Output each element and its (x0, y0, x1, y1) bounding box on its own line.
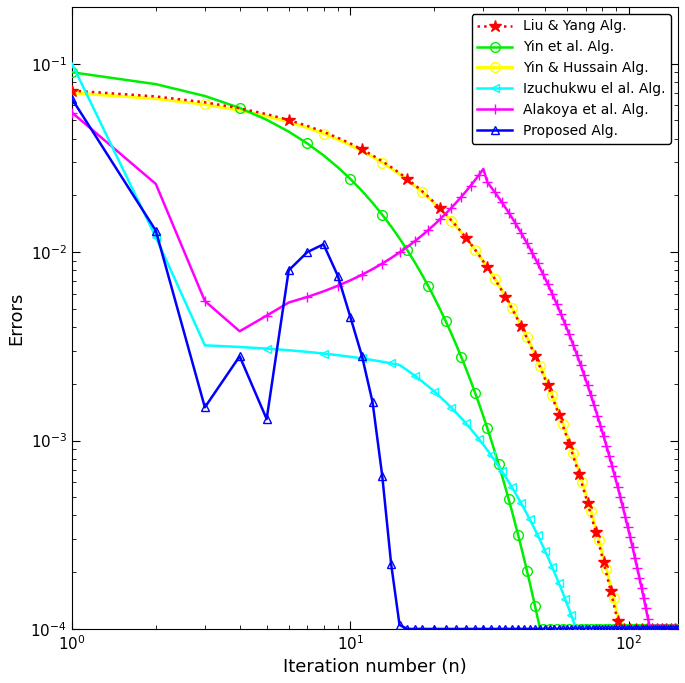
Line: Izuchukwu el al. Alg.: Izuchukwu el al. Alg. (68, 59, 682, 633)
Izuchukwu el al. Alg. (607, 625, 615, 633)
Yin & Hussain Alg. (617, 625, 625, 633)
Yin et al. Alg. (543, 625, 551, 633)
Izuchukwu el al. Alg. (674, 625, 682, 633)
Legend: Liu & Yang Alg., Yin et al. Alg., Yin & Hussain Alg., Izuchukwu el al. Alg., Ala: Liu & Yang Alg., Yin et al. Alg., Yin & … (472, 14, 671, 143)
Yin & Hussain Alg. (674, 625, 682, 633)
Yin et al. Alg. (674, 625, 682, 633)
Yin & Hussain Alg. (652, 625, 660, 633)
Izuchukwu el al. Alg. (541, 547, 549, 555)
Izuchukwu el al. Alg. (652, 625, 660, 633)
Proposed Alg. (565, 625, 573, 633)
Proposed Alg. (607, 625, 615, 633)
Liu & Yang Alg. (631, 625, 639, 633)
X-axis label: Iteration number (n): Iteration number (n) (283, 658, 467, 676)
Alakoya et al. Alg. (606, 452, 614, 460)
Izuchukwu el al. Alg. (573, 625, 581, 633)
Liu & Yang Alg. (616, 625, 624, 633)
Line: Yin & Hussain Alg.: Yin & Hussain Alg. (67, 88, 683, 634)
Yin & Hussain Alg. (541, 374, 549, 382)
Liu & Yang Alg. (597, 546, 605, 554)
Yin & Hussain Alg. (68, 89, 76, 97)
Yin et al. Alg. (565, 625, 573, 633)
Proposed Alg. (674, 625, 682, 633)
Line: Yin et al. Alg.: Yin et al. Alg. (67, 68, 683, 634)
Alakoya et al. Alg. (674, 625, 682, 633)
Alakoya et al. Alg. (68, 109, 76, 117)
Alakoya et al. Alg. (630, 548, 638, 557)
Izuchukwu el al. Alg. (598, 625, 606, 633)
Alakoya et al. Alg. (563, 325, 571, 333)
Line: Proposed Alg.: Proposed Alg. (68, 95, 682, 633)
Izuchukwu el al. Alg. (563, 600, 571, 609)
Proposed Alg. (403, 625, 412, 633)
Alakoya et al. Alg. (652, 625, 660, 633)
Proposed Alg. (68, 95, 76, 103)
Yin et al. Alg. (68, 68, 76, 76)
Liu & Yang Alg. (541, 375, 549, 383)
Liu & Yang Alg. (68, 87, 76, 95)
Y-axis label: Errors: Errors (7, 291, 25, 345)
Yin & Hussain Alg. (563, 432, 571, 440)
Izuchukwu el al. Alg. (68, 59, 76, 68)
Alakoya et al. Alg. (541, 275, 549, 283)
Proposed Alg. (652, 625, 660, 633)
Yin & Hussain Alg. (597, 542, 605, 550)
Liu & Yang Alg. (606, 581, 614, 589)
Yin & Hussain Alg. (606, 577, 614, 585)
Yin & Hussain Alg. (631, 625, 639, 633)
Yin et al. Alg. (652, 625, 660, 633)
Alakoya et al. Alg. (647, 625, 655, 633)
Liu & Yang Alg. (563, 434, 571, 443)
Liu & Yang Alg. (674, 625, 682, 633)
Liu & Yang Alg. (652, 625, 660, 633)
Yin et al. Alg. (598, 625, 606, 633)
Yin et al. Alg. (536, 625, 545, 633)
Line: Alakoya et al. Alg.: Alakoya et al. Alg. (67, 108, 683, 634)
Izuchukwu el al. Alg. (631, 625, 639, 633)
Yin et al. Alg. (607, 625, 615, 633)
Alakoya et al. Alg. (597, 421, 605, 430)
Proposed Alg. (631, 625, 639, 633)
Yin et al. Alg. (631, 625, 639, 633)
Proposed Alg. (543, 625, 551, 633)
Line: Liu & Yang Alg.: Liu & Yang Alg. (66, 84, 684, 635)
Proposed Alg. (598, 625, 606, 633)
